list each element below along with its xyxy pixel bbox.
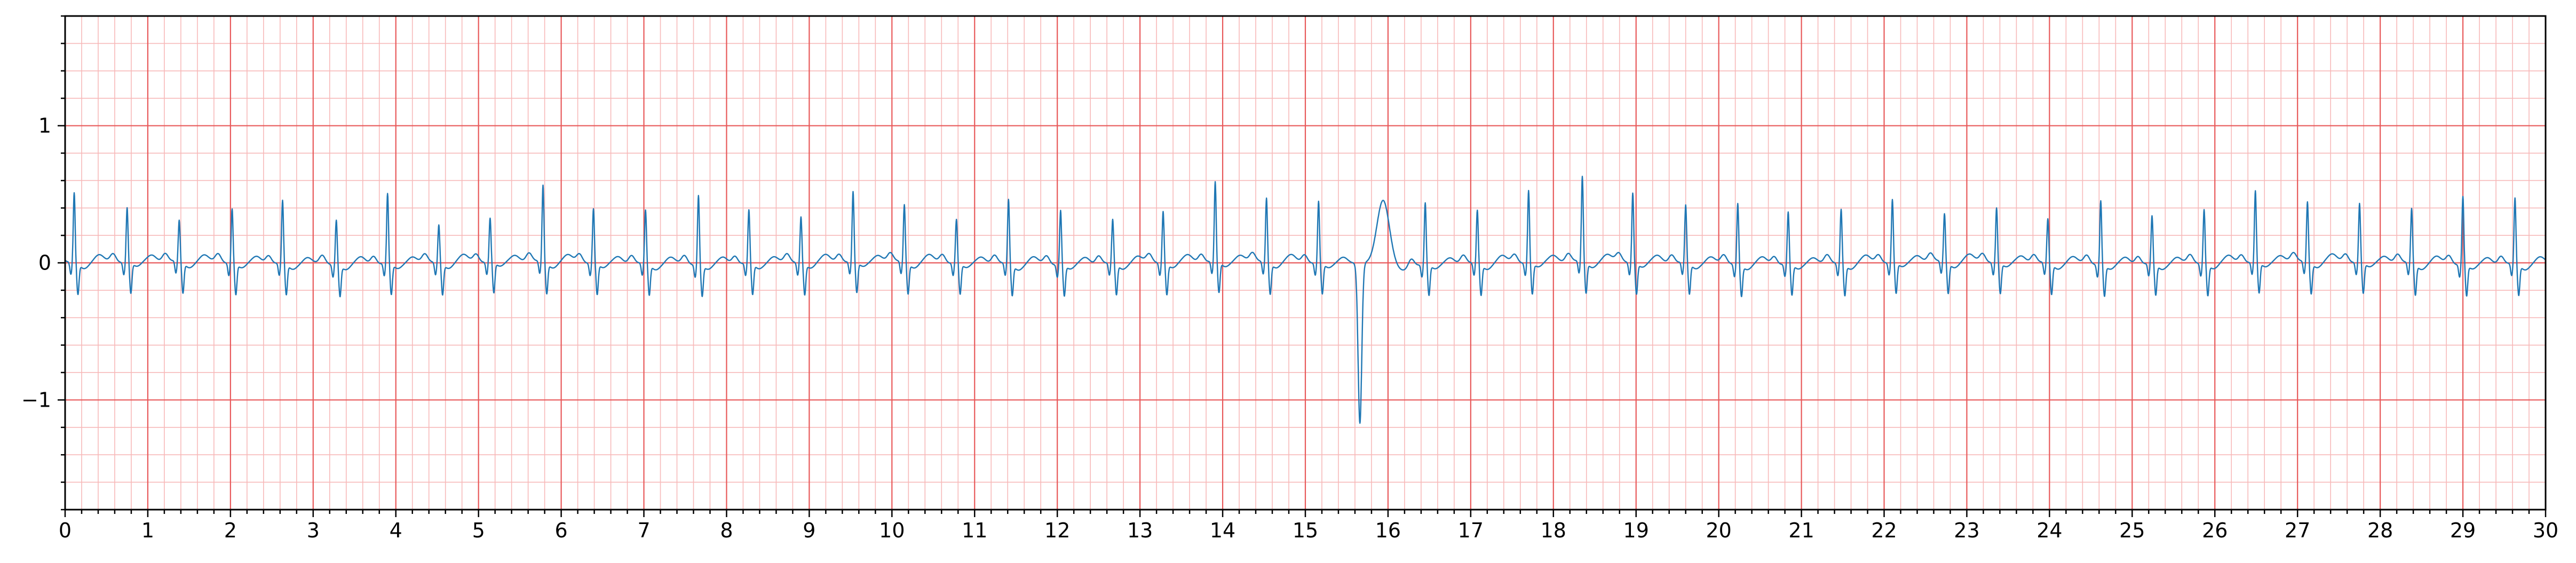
x-tick-label: 29 bbox=[2450, 519, 2476, 542]
x-tick-label: 27 bbox=[2285, 519, 2310, 542]
x-tick-label: 23 bbox=[1954, 519, 1979, 542]
series-layer bbox=[65, 176, 2546, 424]
x-tick-label: 1 bbox=[141, 519, 154, 542]
x-tick-label: 11 bbox=[962, 519, 987, 542]
x-tick-label: 26 bbox=[2202, 519, 2228, 542]
y-tick-labels: 1 0 −1 bbox=[21, 114, 51, 412]
ecg-trace bbox=[65, 176, 2546, 424]
x-tick-label: 16 bbox=[1375, 519, 1401, 542]
x-tick-label: 22 bbox=[1871, 519, 1897, 542]
x-tick-label: 3 bbox=[307, 519, 320, 542]
x-tick-label: 19 bbox=[1623, 519, 1649, 542]
y-tick-label: −1 bbox=[21, 388, 51, 411]
x-tick-label: 15 bbox=[1293, 519, 1318, 542]
x-tick-label: 8 bbox=[720, 519, 733, 542]
x-tick-label: 21 bbox=[1788, 519, 1814, 542]
x-tick-label: 2 bbox=[224, 519, 237, 542]
x-tick-label: 20 bbox=[1706, 519, 1731, 542]
x-tick-label: 4 bbox=[390, 519, 402, 542]
x-tick-label: 28 bbox=[2367, 519, 2393, 542]
x-tick-labels: 0 1 2 3 4 5 6 7 8 9 10 11 12 13 14 15 16 17 18 19 20 21 22 23 24… bbox=[59, 519, 2558, 542]
y-tick-label: 0 bbox=[38, 251, 51, 275]
x-tick-label: 9 bbox=[803, 519, 815, 542]
x-tick-label: 13 bbox=[1127, 519, 1153, 542]
x-tick-label: 6 bbox=[555, 519, 568, 542]
x-tick-label: 12 bbox=[1044, 519, 1070, 542]
axis-ticks bbox=[58, 15, 2547, 517]
x-tick-label: 0 bbox=[59, 519, 72, 542]
y-tick-label: 1 bbox=[38, 114, 51, 138]
x-tick-label: 30 bbox=[2533, 519, 2558, 542]
x-tick-label: 5 bbox=[472, 519, 485, 542]
x-tick-label: 24 bbox=[2036, 519, 2062, 542]
x-tick-label: 14 bbox=[1210, 519, 1235, 542]
x-tick-label: 25 bbox=[2119, 519, 2145, 542]
x-tick-label: 10 bbox=[879, 519, 905, 542]
x-tick-label: 7 bbox=[637, 519, 650, 542]
x-tick-label: 17 bbox=[1458, 519, 1484, 542]
x-tick-label: 18 bbox=[1541, 519, 1566, 542]
